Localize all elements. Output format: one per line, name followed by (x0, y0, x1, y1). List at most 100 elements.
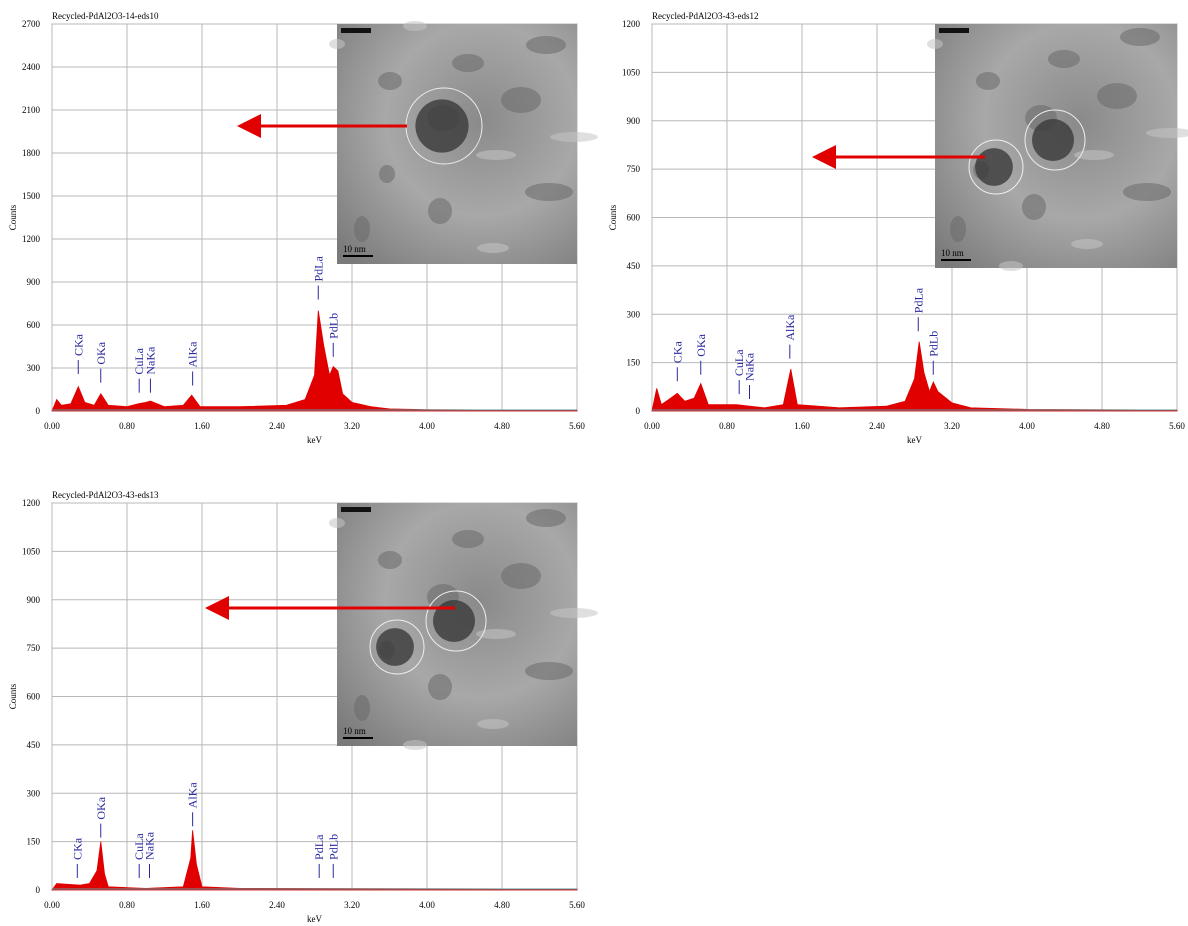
tem-texture (550, 132, 598, 142)
tem-texture (501, 87, 541, 113)
peak-label: AlKa (186, 341, 200, 368)
spectrum (51, 310, 578, 412)
y-tick-label: 150 (627, 358, 641, 368)
x-tick-label: 2.40 (269, 900, 285, 910)
particle (433, 600, 475, 642)
tem-texture (950, 216, 966, 242)
tem-texture (452, 54, 484, 72)
peak-label: CuLa (732, 349, 746, 376)
tem-texture (1097, 83, 1137, 109)
image-tag (341, 507, 371, 512)
x-tick-label: 4.00 (1019, 421, 1035, 431)
y-axis-label: Counts (608, 204, 618, 230)
tem-texture (1022, 194, 1046, 220)
y-tick-label: 750 (627, 164, 641, 174)
y-tick-label: 300 (27, 363, 41, 373)
y-tick-label: 900 (27, 595, 41, 605)
x-tick-label: 1.60 (194, 900, 210, 910)
tem-texture (452, 530, 484, 548)
tem-texture (378, 72, 402, 90)
x-tick-label: 0.00 (44, 421, 60, 431)
y-tick-label: 600 (27, 692, 41, 702)
tem-texture (526, 509, 566, 527)
tem-texture (354, 216, 370, 242)
tem-texture (379, 165, 395, 183)
y-tick-label: 0 (36, 406, 41, 416)
scale-bar-label: 10 nm (343, 244, 366, 254)
particle (376, 628, 414, 666)
tem-texture (477, 243, 509, 253)
y-tick-label: 2700 (22, 19, 41, 29)
peak-label: PdLa (311, 255, 325, 281)
analysis-circle (369, 619, 425, 675)
x-tick-label: 2.40 (869, 421, 885, 431)
y-tick-label: 0 (36, 885, 41, 895)
y-tick-label: 2100 (22, 105, 41, 115)
y-axis-label: Counts (8, 683, 18, 709)
peak-label: OKa (694, 333, 708, 356)
tem-texture (354, 695, 370, 721)
peak-label: CKa (70, 837, 84, 860)
tem-texture (476, 150, 516, 160)
x-tick-label: 3.20 (944, 421, 960, 431)
tem-texture (378, 551, 402, 569)
tem-texture (428, 674, 452, 700)
tem-texture (1120, 28, 1160, 46)
y-tick-label: 1500 (22, 191, 41, 201)
tem-texture (428, 198, 452, 224)
peak-label: CuLa (132, 833, 146, 860)
peak-label: CuLa (132, 347, 146, 374)
y-tick-label: 1800 (22, 148, 41, 158)
x-tick-label: 5.60 (569, 900, 585, 910)
x-tick-label: 0.80 (719, 421, 735, 431)
y-tick-label: 900 (627, 116, 641, 126)
chart-title: Recycled-PdAl2O3-43-eds13 (52, 490, 159, 500)
x-tick-label: 4.80 (494, 900, 510, 910)
y-tick-label: 1050 (622, 67, 641, 77)
y-tick-label: 900 (27, 277, 41, 287)
x-tick-label: 1.60 (194, 421, 210, 431)
analysis-circle (1024, 109, 1086, 171)
y-tick-label: 1200 (22, 498, 41, 508)
y-tick-label: 600 (627, 213, 641, 223)
tem-texture (329, 39, 345, 49)
chart-title: Recycled-PdAl2O3-14-eds10 (52, 11, 159, 21)
tem-texture (525, 662, 573, 680)
y-tick-label: 1200 (22, 234, 41, 244)
tem-texture (403, 21, 427, 31)
y-tick-label: 750 (27, 643, 41, 653)
peak-label: NaKa (743, 352, 757, 381)
tem-texture (1123, 183, 1171, 201)
spectrum (651, 341, 1178, 412)
image-tag (939, 28, 969, 33)
tem-texture (1071, 239, 1103, 249)
tem-texture (1074, 150, 1114, 160)
peak-label: PdLb (326, 834, 340, 860)
peak-label: AlKa (186, 782, 200, 809)
x-axis-label: keV (307, 435, 322, 445)
x-tick-label: 5.60 (1169, 421, 1185, 431)
peak-label: PdLa (911, 287, 925, 313)
x-tick-label: 1.60 (794, 421, 810, 431)
y-tick-label: 600 (27, 320, 41, 330)
y-tick-label: 300 (27, 788, 41, 798)
tem-texture (501, 563, 541, 589)
tem-texture (476, 629, 516, 639)
tem-texture (999, 261, 1023, 271)
x-tick-label: 0.80 (119, 421, 135, 431)
tem-texture (526, 36, 566, 54)
y-tick-label: 1200 (622, 19, 641, 29)
particle (415, 99, 469, 153)
x-tick-label: 4.80 (1094, 421, 1110, 431)
chart-title: Recycled-PdAl2O3-43-eds12 (652, 11, 758, 21)
x-tick-label: 3.20 (344, 421, 360, 431)
particle (1032, 119, 1074, 161)
y-axis-label: Counts (8, 204, 18, 230)
peak-label: AlKa (783, 314, 797, 341)
x-tick-label: 0.00 (644, 421, 660, 431)
x-axis-label: keV (307, 914, 322, 924)
peak-label: CKa (670, 341, 684, 364)
y-tick-label: 300 (627, 309, 641, 319)
x-tick-label: 2.40 (269, 421, 285, 431)
